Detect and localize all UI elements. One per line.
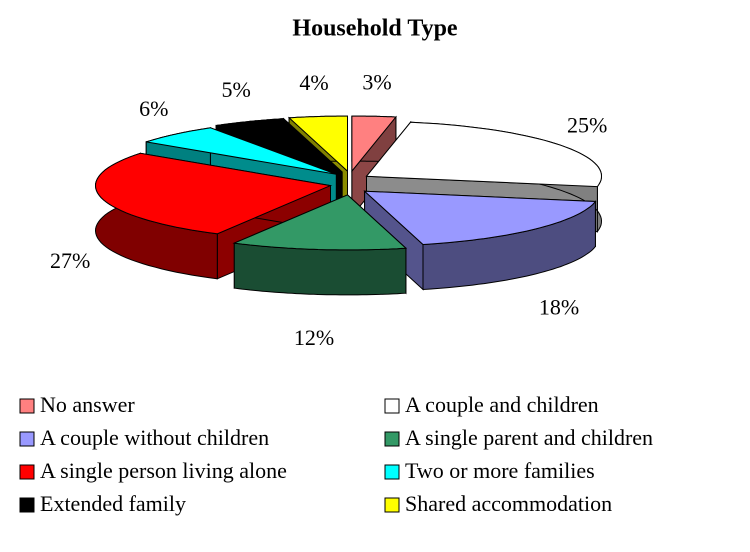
slice-top — [146, 127, 337, 175]
legend-label: Extended family — [40, 491, 186, 516]
legend-swatch — [19, 497, 35, 513]
legend-label: Two or more families — [405, 458, 595, 483]
slice-top — [365, 121, 603, 188]
data-label: 18% — [539, 294, 579, 319]
legend-swatch — [19, 464, 35, 480]
slice-top — [287, 115, 348, 173]
data-label: 6% — [139, 96, 168, 121]
data-label: 5% — [221, 77, 250, 102]
slice-top — [232, 194, 408, 251]
data-label: 25% — [567, 112, 607, 137]
legend-label: A couple without children — [40, 425, 269, 450]
legend-swatch — [19, 431, 35, 447]
legend-label: A single parent and children — [405, 425, 653, 450]
legend-swatch — [384, 398, 400, 414]
data-label: 4% — [299, 70, 328, 95]
legend-label: A couple and children — [405, 392, 599, 417]
legend-swatch — [384, 464, 400, 480]
pie-slice — [363, 190, 597, 291]
chart-title: Household Type — [292, 16, 458, 42]
slice-wall — [233, 242, 407, 296]
legend-label: A single person living alone — [40, 458, 287, 483]
legend-swatch — [19, 398, 35, 414]
legend-swatch — [384, 431, 400, 447]
legend-label: No answer — [40, 392, 135, 417]
slice-top — [363, 190, 597, 246]
data-label: 3% — [362, 69, 391, 94]
slice-top — [215, 118, 343, 173]
legend-label: Shared accommodation — [405, 491, 612, 516]
data-label: 27% — [50, 248, 90, 273]
pie-slice — [232, 193, 408, 296]
slice-top — [351, 115, 397, 173]
slice-top — [94, 152, 333, 235]
data-label: 12% — [294, 325, 334, 350]
legend-swatch — [384, 497, 400, 513]
